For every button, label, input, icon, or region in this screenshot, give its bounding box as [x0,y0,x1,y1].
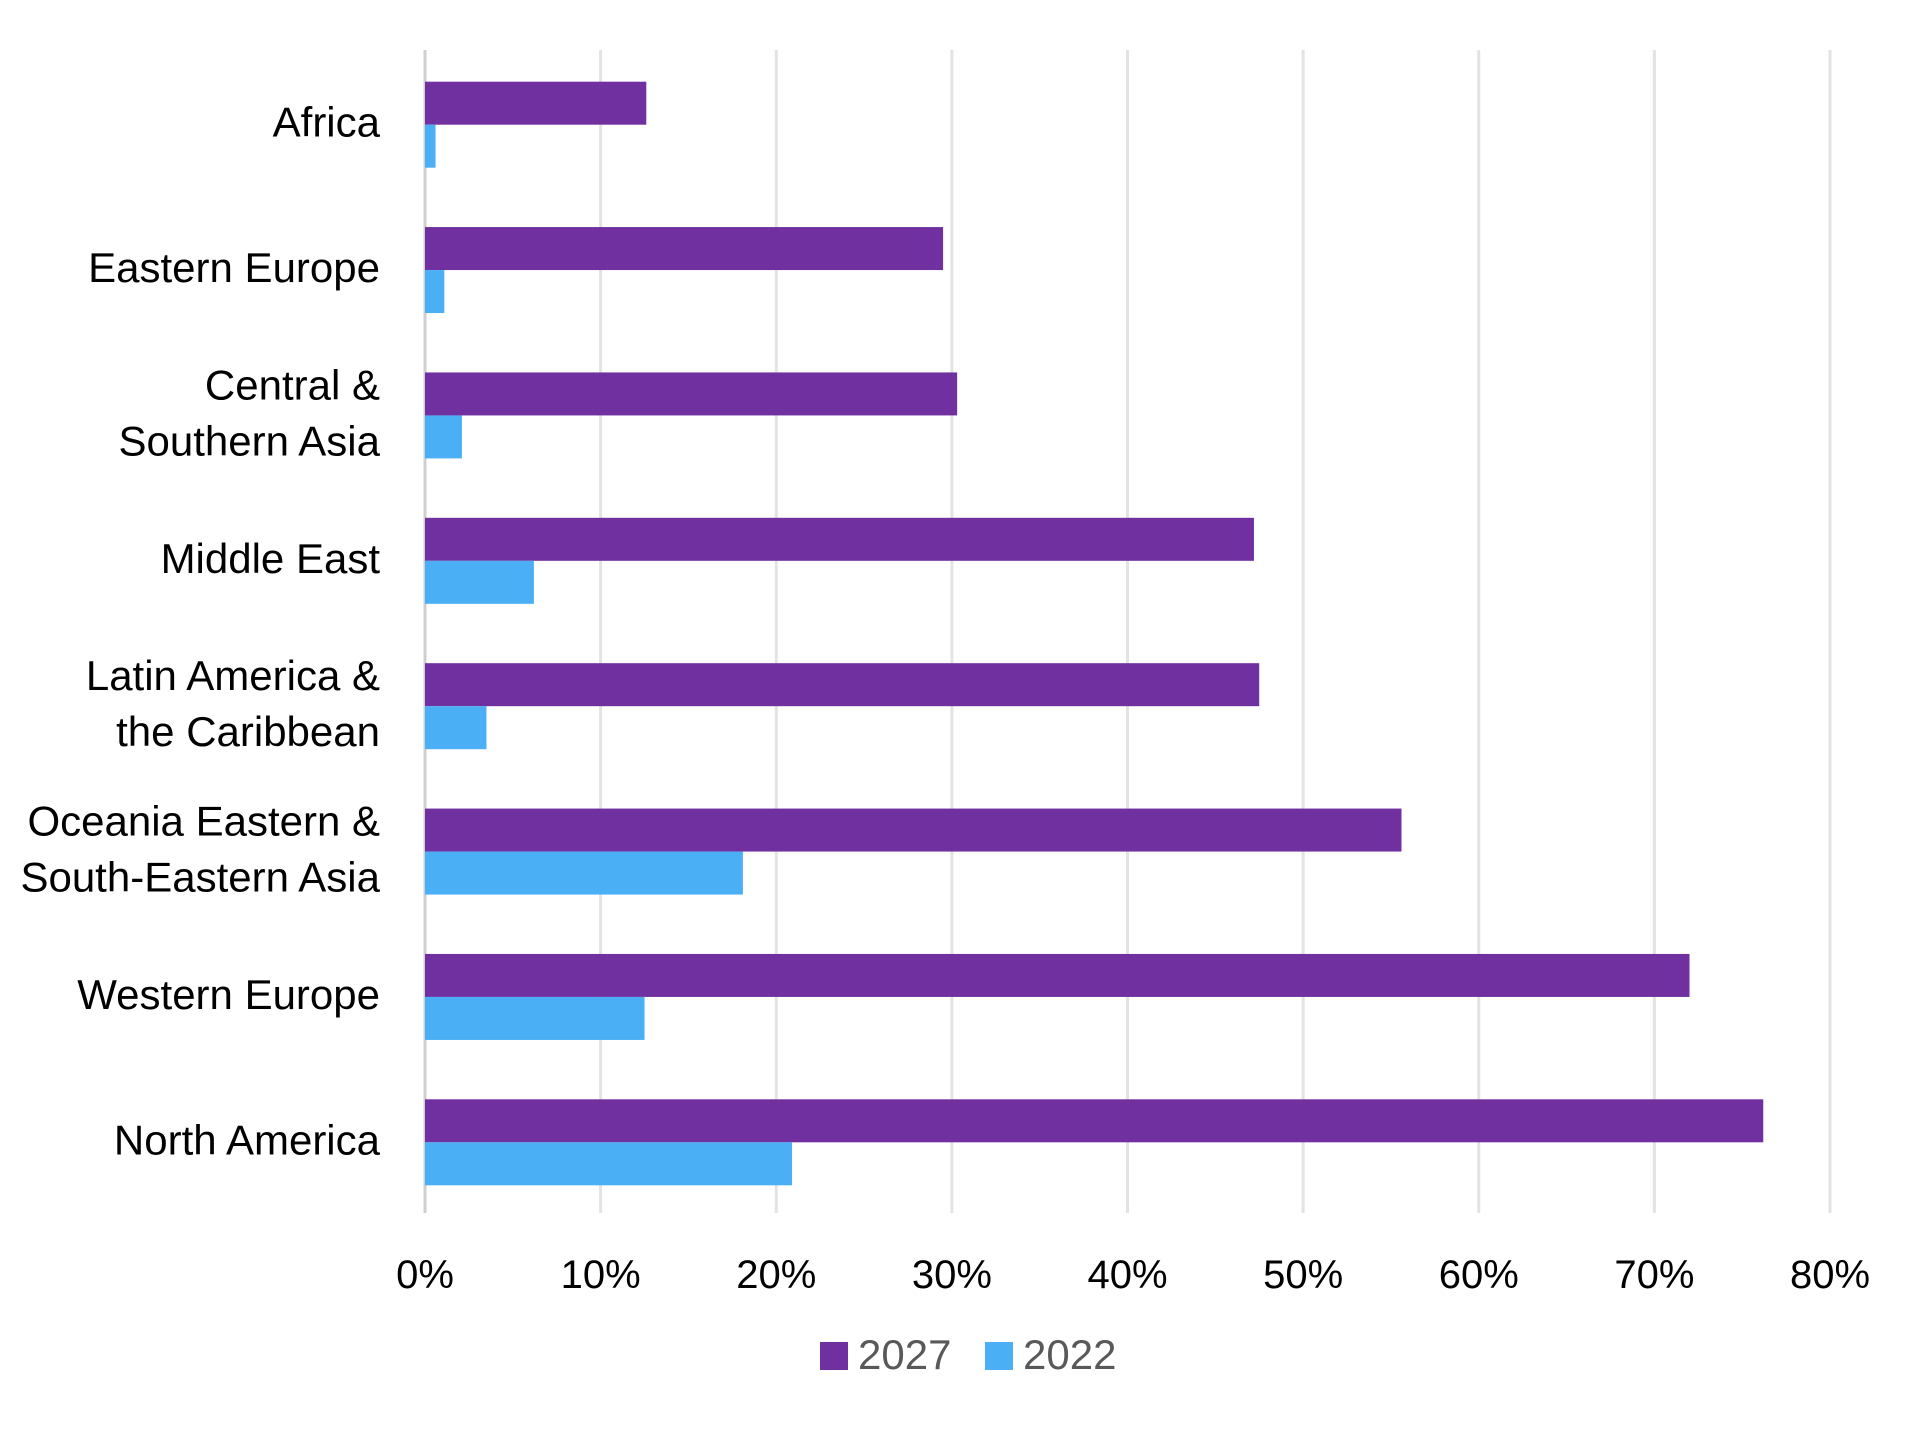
bar-2022-7 [425,1142,793,1186]
bar-2022-0 [425,124,436,168]
x-tick-label: 70% [1614,1253,1694,1297]
category-label: Oceania Eastern & [27,798,380,845]
category-label: Southern Asia [118,417,380,464]
bars [425,81,1764,1186]
legend-swatch-2027 [820,1342,848,1370]
bar-2022-4 [425,706,487,750]
bar-2027-3 [425,517,1254,561]
bar-2022-1 [425,270,445,314]
x-tick-label: 60% [1439,1253,1519,1297]
x-tick-label: 0% [396,1253,454,1297]
legend-label: 2022 [1023,1331,1116,1378]
x-tick-label: 20% [736,1253,816,1297]
x-tick-label: 30% [912,1253,992,1297]
legend-label: 2027 [858,1331,951,1378]
category-label: Africa [273,99,381,146]
category-labels: Africa Eastern Europe Central & Southern As… [20,99,380,1164]
category-label: Western Europe [77,971,380,1018]
category-label: North America [114,1116,381,1163]
x-tick-label: 10% [561,1253,641,1297]
x-tick-label: 40% [1087,1253,1167,1297]
category-label: Middle East [161,535,381,582]
category-label: South-Eastern Asia [20,854,380,901]
bar-2022-2 [425,415,462,459]
bar-2027-6 [425,953,1690,997]
bar-2022-5 [425,851,743,895]
bar-2022-6 [425,996,645,1040]
x-tick-label: 50% [1263,1253,1343,1297]
bar-2027-5 [425,808,1402,852]
category-label: Central & [205,361,380,408]
category-label: the Caribbean [116,708,380,755]
bar-2027-7 [425,1099,1764,1143]
legend: 2027 2022 [820,1331,1116,1378]
bar-2027-1 [425,227,944,271]
bar-2027-0 [425,81,647,125]
category-label: Eastern Europe [88,244,380,291]
x-tick-label: 80% [1790,1253,1870,1297]
bar-2022-3 [425,560,534,604]
bar-2027-2 [425,372,958,416]
x-axis-tick-labels: 0% 10% 20% 30% 40% 50% 60% 70% 80% [396,1253,1870,1297]
bar-2027-4 [425,663,1260,707]
legend-swatch-2022 [985,1342,1013,1370]
category-label: Latin America & [86,652,380,699]
